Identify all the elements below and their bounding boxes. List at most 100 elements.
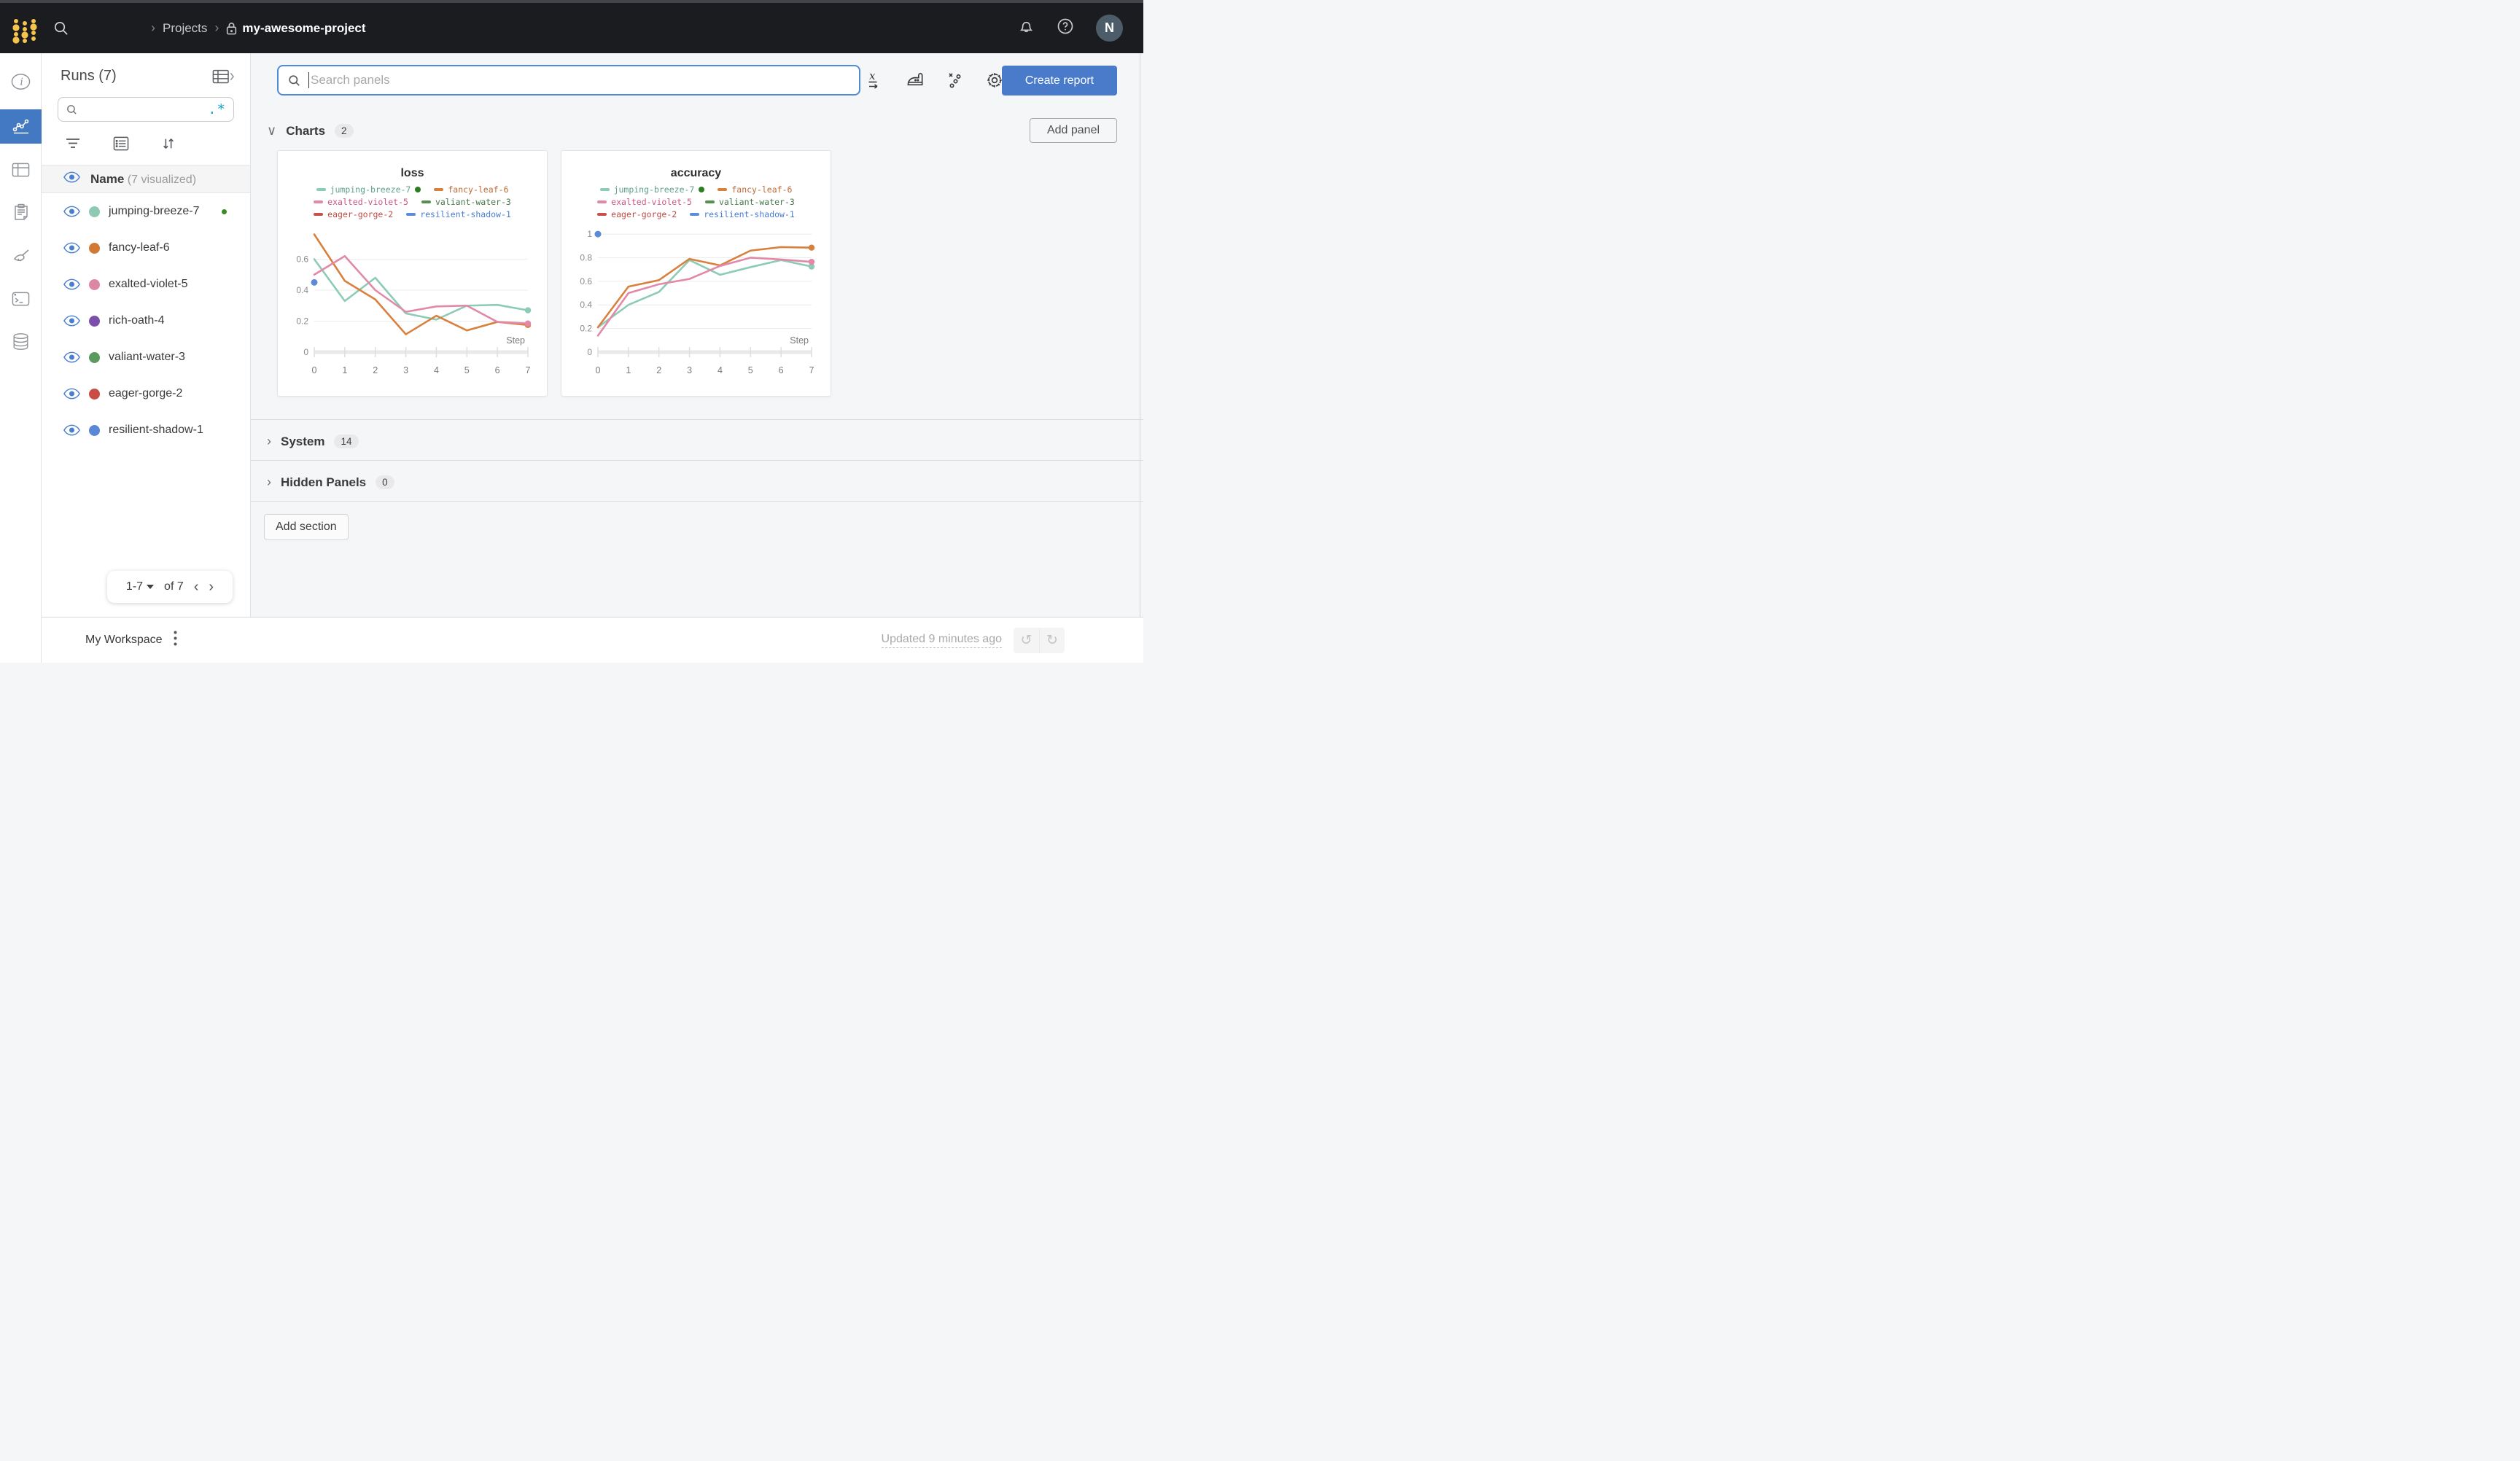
search-icon [289, 74, 300, 86]
legend-label: exalted-violet-5 [611, 197, 692, 207]
prev-page-button[interactable]: ‹ [193, 579, 199, 595]
svg-text:0.2: 0.2 [296, 316, 308, 327]
visibility-eye-icon[interactable] [63, 424, 80, 436]
legend-item[interactable]: valiant-water-3 [421, 197, 511, 207]
visibility-all-eye-icon[interactable] [63, 171, 80, 187]
run-name[interactable]: rich-oath-4 [109, 314, 165, 327]
legend-item[interactable]: jumping-breeze-7 [599, 184, 705, 195]
run-name[interactable]: exalted-violet-5 [109, 278, 188, 290]
visibility-eye-icon[interactable] [63, 351, 80, 363]
page-total: of 7 [164, 580, 184, 593]
visibility-eye-icon[interactable] [63, 242, 80, 254]
regex-toggle[interactable]: .* [208, 101, 226, 117]
sort-icon[interactable] [161, 136, 176, 155]
group-list-icon[interactable] [113, 136, 129, 155]
chart-card-accuracy[interactable]: accuracy jumping-breeze-7 fancy-leaf-6 exal… [561, 150, 831, 397]
svg-text:0.4: 0.4 [296, 285, 308, 295]
workspace-menu-kebab-icon[interactable] [174, 631, 177, 650]
chevron-down-icon[interactable]: ∨ [267, 123, 277, 138]
legend-item[interactable]: resilient-shadow-1 [406, 209, 511, 219]
terminal-icon[interactable] [0, 281, 42, 316]
legend-item[interactable]: exalted-violet-5 [314, 197, 408, 207]
svg-text:0: 0 [312, 365, 317, 375]
undo-button[interactable]: ↺ [1014, 627, 1039, 653]
visibility-eye-icon[interactable] [63, 388, 80, 400]
artifacts-database-icon[interactable] [0, 324, 42, 359]
outliers-scatter-icon[interactable] [946, 71, 964, 93]
visibility-eye-icon[interactable] [63, 315, 80, 327]
legend-item[interactable]: eager-gorge-2 [314, 209, 393, 219]
notifications-bell-icon[interactable] [1018, 18, 1035, 39]
create-report-button[interactable]: Create report [1002, 66, 1117, 96]
workspace-name[interactable]: My Workspace [85, 634, 163, 646]
visibility-eye-icon[interactable] [63, 278, 80, 290]
run-name[interactable]: valiant-water-3 [109, 351, 185, 363]
last-updated-label: Updated 9 minutes ago [881, 633, 1002, 648]
legend-item[interactable]: fancy-leaf-6 [718, 184, 792, 195]
avatar[interactable]: N [1096, 15, 1123, 42]
run-name[interactable]: eager-gorge-2 [109, 387, 183, 400]
run-color-dot [89, 242, 100, 254]
section-divider [251, 460, 1143, 461]
next-page-button[interactable]: › [209, 579, 214, 595]
legend-item[interactable]: fancy-leaf-6 [434, 184, 508, 195]
chart-plot[interactable]: 0 0.2 0.4 0.6 0.8 1 0 1 2 3 4 5 6 7 Step [570, 222, 822, 378]
wandb-logo[interactable] [10, 12, 39, 44]
legend-item[interactable]: valiant-water-3 [704, 197, 795, 207]
expand-runs-table-button[interactable] [212, 69, 234, 85]
legend-item[interactable]: jumping-breeze-7 [316, 184, 421, 195]
run-row[interactable]: exalted-violet-5 [42, 266, 250, 303]
charts-section-header[interactable]: ∨ Charts 2 [251, 123, 1143, 139]
legend-swatch [597, 200, 607, 203]
chart-title: loss [400, 167, 424, 179]
run-name[interactable]: jumping-breeze-7 [109, 205, 200, 217]
add-panel-button[interactable]: Add panel [1030, 118, 1117, 143]
run-row[interactable]: fancy-leaf-6 [42, 230, 250, 266]
overview-info-icon[interactable]: i [0, 64, 42, 98]
section-divider [251, 419, 1143, 420]
smoothing-iron-icon[interactable] [906, 71, 925, 93]
svg-text:7: 7 [809, 365, 814, 375]
legend-label: fancy-leaf-6 [731, 184, 793, 195]
chevron-right-icon[interactable]: › [267, 475, 271, 489]
add-section-button[interactable]: Add section [264, 514, 349, 540]
svg-text:0.6: 0.6 [296, 254, 308, 265]
run-name[interactable]: fancy-leaf-6 [109, 241, 170, 254]
page-range-dropdown[interactable]: 1-7 [126, 580, 155, 593]
legend-label: resilient-shadow-1 [420, 209, 511, 219]
visibility-eye-icon[interactable] [63, 171, 80, 183]
runs-pagination: 1-7 of 7 ‹ › [107, 571, 233, 603]
search-icon [67, 104, 77, 114]
chevron-right-icon[interactable]: › [267, 434, 271, 448]
runs-name-header[interactable]: Name (7 visualized) [42, 165, 250, 193]
run-row[interactable]: jumping-breeze-7 [42, 193, 250, 230]
hidden-panels-section-header[interactable]: › Hidden Panels 0 [251, 475, 1143, 490]
chart-card-loss[interactable]: loss jumping-breeze-7 fancy-leaf-6 exalted-… [277, 150, 548, 397]
logs-clipboard-icon[interactable] [0, 195, 42, 230]
chart-plot[interactable]: 0 0.2 0.4 0.6 0 1 2 3 4 5 6 7 Step [287, 222, 538, 378]
visibility-eye-icon[interactable] [63, 206, 80, 217]
breadcrumb-project-link[interactable]: my-awesome-project [226, 21, 366, 36]
breadcrumb-projects-link[interactable]: Projects [163, 20, 208, 35]
sweeps-broom-icon[interactable] [0, 238, 42, 273]
runs-search-input[interactable]: .* [58, 97, 234, 122]
settings-gear-icon[interactable] [985, 71, 1004, 93]
runs-table-tab[interactable] [0, 152, 42, 187]
redo-button[interactable]: ↻ [1039, 627, 1065, 653]
search-panels-input[interactable]: Search panels [277, 65, 860, 96]
run-row[interactable]: valiant-water-3 [42, 339, 250, 375]
nav-search-icon[interactable] [52, 20, 69, 36]
run-row[interactable]: rich-oath-4 [42, 303, 250, 339]
legend-item[interactable]: exalted-violet-5 [597, 197, 692, 207]
help-icon[interactable] [1057, 17, 1074, 39]
left-icon-rail: i [0, 53, 42, 663]
legend-item[interactable]: eager-gorge-2 [597, 209, 677, 219]
x-axis-settings-icon[interactable]: x [867, 69, 884, 93]
run-row[interactable]: eager-gorge-2 [42, 375, 250, 412]
legend-item[interactable]: resilient-shadow-1 [690, 209, 795, 219]
run-row[interactable]: resilient-shadow-1 [42, 412, 250, 448]
run-name[interactable]: resilient-shadow-1 [109, 424, 203, 436]
workspace-charts-tab[interactable] [0, 109, 42, 144]
system-section-header[interactable]: › System 14 [251, 434, 1143, 449]
filter-icon[interactable] [65, 136, 81, 155]
